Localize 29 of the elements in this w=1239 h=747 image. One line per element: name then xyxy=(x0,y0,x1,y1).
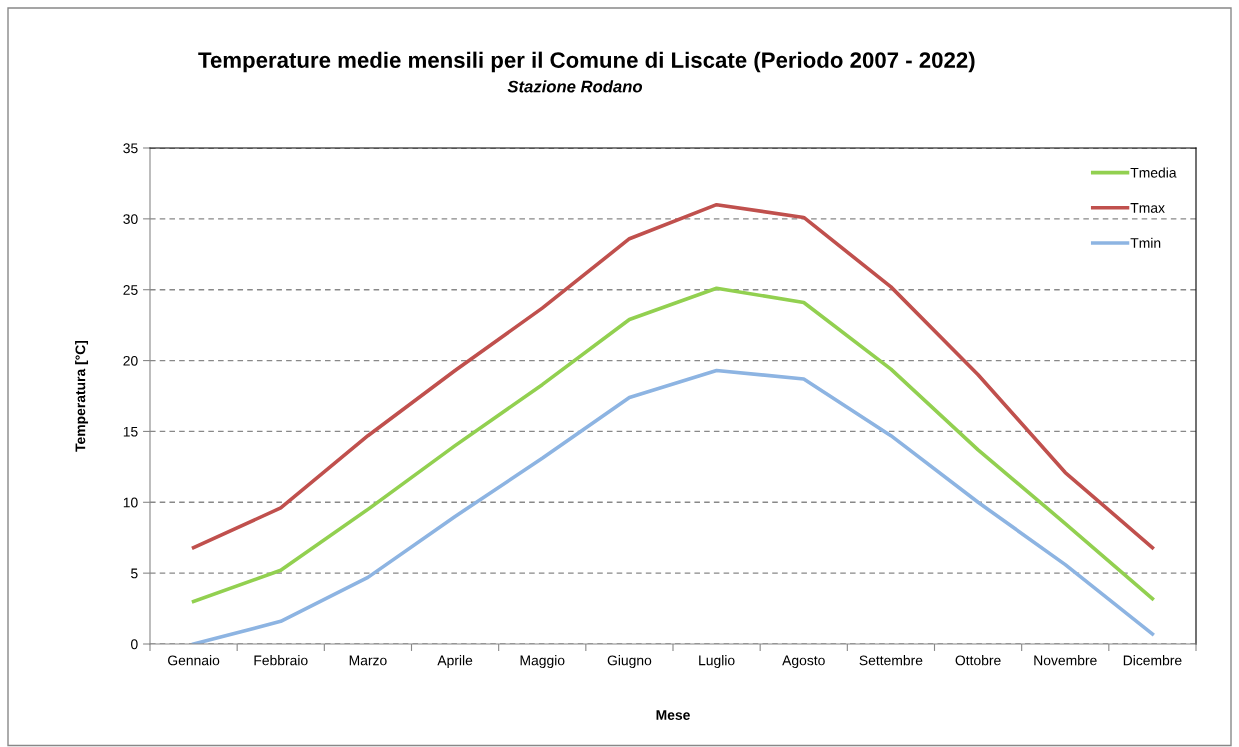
y-axis-title: Temperatura [°C] xyxy=(75,340,89,452)
chart-subtitle: Stazione Rodano xyxy=(507,80,643,93)
x-tick-label: Novembre xyxy=(1034,655,1097,666)
line-series xyxy=(191,368,1155,644)
x-tick-label: Settembre xyxy=(859,655,923,666)
chart-title: Temperature medie mensili per il Comune di Liscate (Periodo 2007 - 2022) xyxy=(198,51,975,73)
legend-label: Tmedia xyxy=(1130,167,1177,178)
x-tick-label: Gennaio xyxy=(168,655,220,666)
y-tick-label: 20 xyxy=(123,355,138,366)
legend-label: Tmin xyxy=(1130,237,1161,248)
x-tick-label: Aprile xyxy=(437,655,473,669)
x-tick-label: Giugno xyxy=(607,655,652,669)
y-tick-label: 10 xyxy=(123,497,138,508)
y-tick-label: 25 xyxy=(123,285,138,295)
line-series xyxy=(191,286,1155,604)
x-tick-label: Luglio xyxy=(699,655,735,669)
y-tick-label: 30 xyxy=(123,214,138,225)
x-tick-label: Ottobre xyxy=(955,655,1001,666)
x-tick-label: Maggio xyxy=(520,655,565,669)
x-tick-label: Febbraio xyxy=(254,655,308,666)
legend-label: Tmax xyxy=(1130,203,1165,213)
x-tick-label: Agosto xyxy=(782,655,825,669)
y-tick-label: 15 xyxy=(123,426,138,437)
y-tick-label: 0 xyxy=(131,639,138,650)
x-tick-label: Dicembre xyxy=(1123,655,1182,666)
x-axis-title: Mese xyxy=(656,710,690,720)
y-tick-label: 5 xyxy=(131,568,138,579)
x-tick-label: Marzo xyxy=(349,655,387,666)
y-tick-label: 35 xyxy=(123,143,138,154)
